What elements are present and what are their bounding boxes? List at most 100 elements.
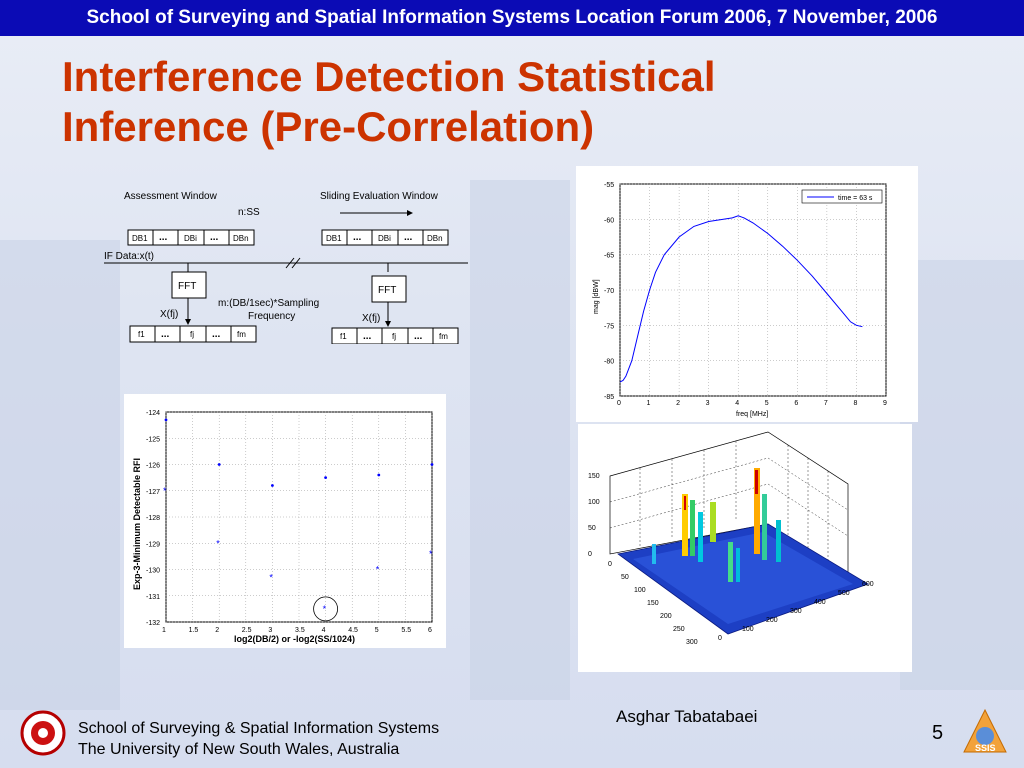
series-line bbox=[619, 215, 863, 383]
fft-label: FFT bbox=[378, 285, 396, 296]
x-tick-label: 2 bbox=[676, 400, 680, 407]
f-cell: ... bbox=[161, 329, 170, 340]
x-tick-label: 500 bbox=[838, 590, 850, 597]
fft-box-right bbox=[371, 275, 407, 303]
db-cell: DBi bbox=[378, 234, 391, 243]
db-cell: DBn bbox=[233, 234, 249, 243]
legend-label: time = 63 s bbox=[838, 195, 873, 202]
y-tick-label: -126 bbox=[146, 463, 160, 470]
y-tick-label: 100 bbox=[634, 587, 646, 594]
z-tick-label: 100 bbox=[588, 499, 600, 506]
scatter-points: * * * * * * bbox=[163, 418, 434, 622]
x-axis-label: freq [MHz] bbox=[736, 411, 768, 418]
header-banner-text: School of Surveying and Spatial Informat… bbox=[86, 7, 938, 28]
db-cell: DB1 bbox=[132, 234, 148, 243]
tick-labels: 1 1.5 2 2.5 3 3.5 4 4.5 5 5.5 6 -124 -125 -126 -127 -12… bbox=[146, 410, 432, 634]
scatter-point-star: * bbox=[429, 549, 433, 559]
ssis-logo: SSIS bbox=[963, 708, 1007, 753]
y-tick-label: 50 bbox=[621, 574, 629, 581]
f-cell: ... bbox=[363, 331, 372, 342]
x-tick-label: 5.5 bbox=[401, 627, 411, 634]
db-cell: ... bbox=[210, 232, 219, 243]
db-cell: ... bbox=[159, 232, 168, 243]
spectrum-chart-panel: 0 1 2 3 4 5 6 7 8 9 -55 -60 -65 -70 -75 -80 -85 time = 6… bbox=[576, 166, 918, 422]
db-cell: DBn bbox=[427, 234, 443, 243]
x-tick-label: 5 bbox=[765, 400, 769, 407]
f-cell: f1 bbox=[340, 332, 347, 341]
y-tick-label: -125 bbox=[146, 436, 160, 443]
db-cell: DB1 bbox=[326, 234, 342, 243]
scatter-point bbox=[377, 473, 381, 477]
scatter-point bbox=[271, 484, 274, 487]
x-tick-label: 600 bbox=[862, 581, 874, 588]
x-tick-label: 1 bbox=[162, 627, 166, 634]
f-cell-group-left: f1 ... fj ... fm bbox=[129, 325, 257, 343]
f-cell: fm bbox=[237, 330, 246, 339]
tick-labels: 0 1 2 3 4 5 6 7 8 9 -55 -60 -65 -70 -75 -80 -85 bbox=[604, 182, 887, 407]
z-tick-label: 50 bbox=[588, 525, 596, 532]
x-tick-label: 200 bbox=[766, 617, 778, 624]
f-cell: ... bbox=[212, 329, 221, 340]
fft-box-left bbox=[171, 271, 207, 299]
y-tick-label: -75 bbox=[604, 323, 614, 330]
x-tick-label: 3 bbox=[268, 627, 272, 634]
y-tick-label: -65 bbox=[604, 253, 614, 260]
y-tick-label: -60 bbox=[604, 217, 614, 224]
db-cell-group-right: DB1 ... DBi ... DBn bbox=[321, 229, 449, 246]
y-tick-label: -128 bbox=[146, 515, 160, 522]
x-tick-label: 2 bbox=[215, 627, 219, 634]
db-cell: ... bbox=[404, 232, 413, 243]
db-cell: DBi bbox=[184, 234, 197, 243]
y-tick-label: -55 bbox=[604, 182, 614, 189]
f-cell: fj bbox=[190, 330, 194, 339]
x-tick-label: 4 bbox=[735, 400, 739, 407]
slide-title: Interference Detection Statistical Infer… bbox=[62, 52, 822, 152]
x-tick-label: 100 bbox=[742, 626, 754, 633]
ssis-logo-text: SSIS bbox=[975, 743, 996, 753]
scatter-point-star: * bbox=[163, 486, 167, 496]
x-tick-label: 1.5 bbox=[189, 627, 199, 634]
assessment-window-label: Assessment Window bbox=[124, 191, 218, 202]
grid bbox=[165, 411, 433, 623]
y-axis-label: mag [dBW] bbox=[593, 279, 600, 314]
page-number: 5 bbox=[932, 722, 944, 744]
x-tick-label: 0 bbox=[617, 400, 621, 407]
slide-title-line1: Interference Detection Statistical bbox=[62, 53, 716, 100]
background-building bbox=[0, 240, 120, 710]
scatter-chart-panel: 1 1.5 2 2.5 3 3.5 4 4.5 5 5.5 6 -124 -125 -126 -127 -12… bbox=[124, 394, 446, 648]
db-cell: ... bbox=[353, 232, 362, 243]
sliding-window-label: Sliding Evaluation Window bbox=[320, 191, 439, 202]
y-axis-label: Exp-3-Minimum Detectable RFI bbox=[132, 458, 142, 590]
surface-3d-plot: 0501001500501001502002503000100200300400… bbox=[588, 431, 874, 646]
x-tick-label: 5 bbox=[375, 627, 379, 634]
scatter-point-star: * bbox=[323, 604, 327, 614]
scatter-point-star: * bbox=[269, 572, 273, 582]
fft-label: FFT bbox=[178, 281, 196, 292]
background-building bbox=[900, 260, 1024, 690]
x-tick-label: 2.5 bbox=[242, 627, 252, 634]
y-tick-label: 250 bbox=[673, 626, 685, 633]
y-tick-label: 150 bbox=[647, 600, 659, 607]
footer-institution: School of Surveying & Spatial Informatio… bbox=[78, 718, 439, 760]
z-tick-label: 150 bbox=[588, 473, 600, 480]
scatter-point bbox=[430, 463, 434, 466]
x-tick-label: 6 bbox=[428, 627, 432, 634]
highlight-circle bbox=[313, 596, 339, 622]
y-tick-label: -124 bbox=[146, 410, 160, 417]
scatter-point-star: * bbox=[376, 565, 380, 575]
unsw-50-years-logo bbox=[20, 710, 66, 756]
y-tick-label: -85 bbox=[604, 394, 614, 401]
grid bbox=[609, 441, 849, 563]
y-tick-label: -130 bbox=[146, 568, 160, 575]
y-tick-label: 300 bbox=[686, 639, 698, 646]
xfj-label: X(fj) bbox=[362, 313, 380, 324]
footer-line1: School of Surveying & Spatial Informatio… bbox=[78, 720, 440, 737]
tick-labels: 0501001500501001502002503000100200300400… bbox=[588, 473, 874, 646]
y-tick-label: -80 bbox=[604, 359, 614, 366]
xfj-label: X(fj) bbox=[160, 309, 178, 320]
x-tick-label: 1 bbox=[647, 400, 651, 407]
x-tick-label: 0 bbox=[718, 635, 722, 642]
x-tick-label: 4.5 bbox=[348, 627, 358, 634]
f-cell: f1 bbox=[138, 330, 145, 339]
y-tick-label: 200 bbox=[660, 613, 672, 620]
